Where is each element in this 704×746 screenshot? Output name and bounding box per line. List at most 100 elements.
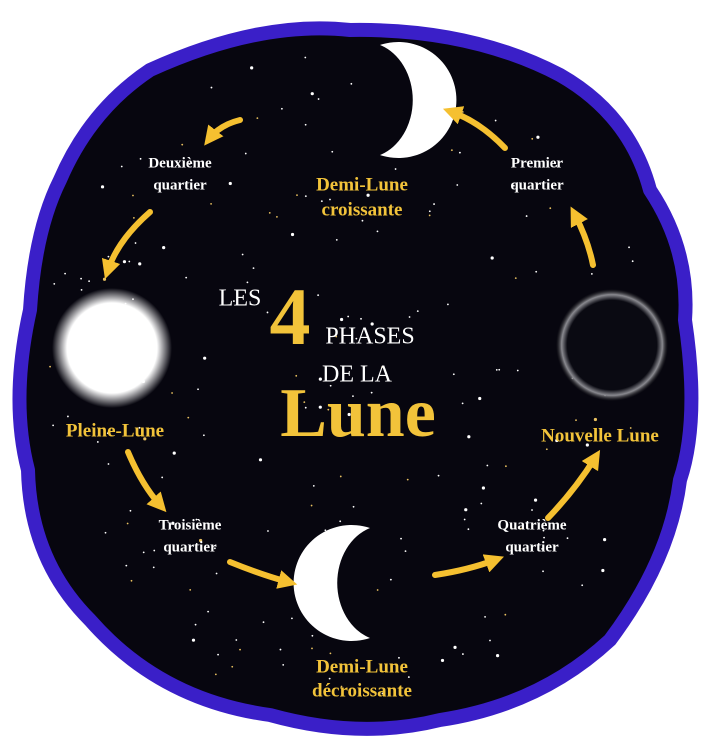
star xyxy=(438,475,440,477)
star xyxy=(405,550,407,552)
transition-label: Premier xyxy=(511,155,564,171)
star xyxy=(395,168,397,170)
star xyxy=(489,640,491,642)
star xyxy=(377,230,379,232)
star xyxy=(123,260,126,263)
star xyxy=(210,203,212,205)
star xyxy=(603,538,606,541)
star xyxy=(161,477,163,479)
star xyxy=(491,256,494,259)
star xyxy=(291,617,293,619)
star xyxy=(531,509,533,511)
star xyxy=(80,278,82,280)
title-les: LES xyxy=(219,286,262,312)
star xyxy=(229,182,232,185)
star xyxy=(153,566,155,568)
star xyxy=(311,648,313,650)
star xyxy=(317,294,319,296)
star xyxy=(526,215,528,217)
phase-label: Nouvelle Lune xyxy=(541,425,659,446)
star xyxy=(138,262,141,265)
star xyxy=(267,312,269,314)
phase-label: décroissante xyxy=(312,680,412,701)
star xyxy=(140,158,142,160)
star xyxy=(296,194,298,196)
star xyxy=(247,281,249,283)
star xyxy=(263,621,265,623)
star xyxy=(340,476,342,478)
star xyxy=(311,505,313,507)
star xyxy=(498,369,500,371)
star xyxy=(197,388,199,390)
star xyxy=(231,666,233,668)
star xyxy=(256,117,258,119)
star xyxy=(131,580,133,582)
star xyxy=(195,624,197,626)
star xyxy=(350,83,352,85)
star xyxy=(203,434,205,436)
transition-label: Deuxième xyxy=(148,155,212,171)
phase-label: Demi-Lune xyxy=(316,656,408,677)
star xyxy=(49,366,51,368)
star xyxy=(130,510,132,512)
star xyxy=(181,144,183,146)
star xyxy=(453,646,456,649)
star xyxy=(575,419,577,421)
diagram: LES 4 PHASES DE LA Lune Demi-Lune croiss… xyxy=(0,0,704,746)
star xyxy=(447,304,449,306)
star xyxy=(567,537,569,539)
star xyxy=(133,217,135,219)
star xyxy=(542,570,544,572)
star xyxy=(135,242,137,244)
star xyxy=(601,569,604,572)
star xyxy=(353,506,355,508)
star xyxy=(143,551,145,553)
star xyxy=(103,278,106,281)
star xyxy=(267,530,269,532)
star xyxy=(245,153,247,155)
star xyxy=(480,503,482,505)
title-number: 4 xyxy=(270,271,311,362)
star xyxy=(127,523,129,525)
star xyxy=(534,499,537,502)
star xyxy=(304,57,306,59)
star xyxy=(535,271,537,273)
phase-label: croissante xyxy=(322,199,403,220)
star xyxy=(67,416,69,418)
star xyxy=(400,538,402,540)
transition-label: quartier xyxy=(153,177,207,193)
phase-label: Demi-Lune xyxy=(316,174,408,195)
star xyxy=(459,152,461,154)
star xyxy=(429,215,431,217)
star xyxy=(305,124,307,126)
star xyxy=(591,273,593,275)
star xyxy=(311,92,314,95)
star xyxy=(276,216,278,218)
star xyxy=(433,203,435,205)
star xyxy=(340,318,343,321)
star xyxy=(517,370,519,372)
star xyxy=(467,435,470,438)
star xyxy=(282,664,284,666)
star xyxy=(581,584,583,586)
star xyxy=(121,166,123,168)
star xyxy=(482,486,485,489)
star xyxy=(132,195,134,197)
star xyxy=(429,210,431,212)
star xyxy=(484,616,486,618)
star xyxy=(628,246,630,248)
star xyxy=(259,458,262,461)
star xyxy=(64,273,66,275)
star xyxy=(495,120,497,122)
star xyxy=(269,212,271,214)
star xyxy=(478,397,481,400)
star xyxy=(456,184,458,186)
star xyxy=(253,267,255,269)
star xyxy=(318,98,320,100)
star xyxy=(467,528,469,530)
star xyxy=(451,149,453,151)
star xyxy=(215,673,217,675)
star xyxy=(324,529,326,531)
star xyxy=(504,614,506,616)
star xyxy=(108,463,110,465)
